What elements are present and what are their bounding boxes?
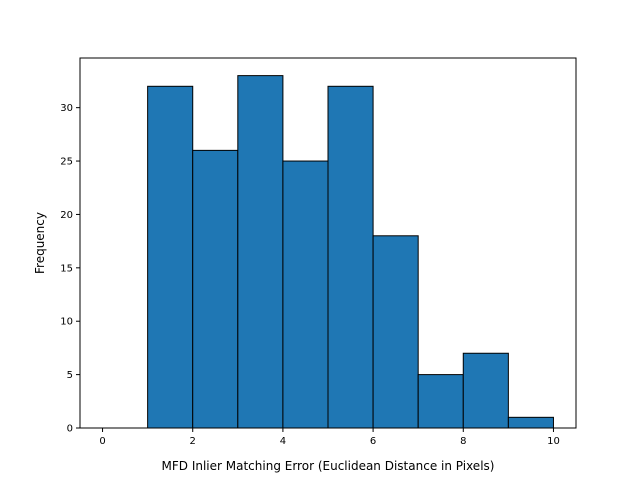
x-tick-label: 6	[370, 436, 376, 447]
y-tick-label: 25	[60, 157, 73, 168]
histogram-bar	[507, 416, 554, 429]
y-axis-label: Frequency	[33, 212, 47, 274]
x-tick-label: 0	[99, 436, 105, 447]
y-axis-ticks: 0 5 10 15 20 25 30	[60, 103, 80, 435]
x-tick-label: 4	[280, 436, 286, 447]
x-axis-ticks: 0 2 4 6 8 10	[99, 428, 560, 447]
y-tick-label: 10	[60, 317, 73, 328]
histogram-bar	[282, 160, 329, 429]
histogram-bar	[327, 85, 374, 429]
x-axis-label: MFD Inlier Matching Error (Euclidean Dis…	[162, 459, 495, 473]
histogram-bar	[462, 352, 509, 429]
y-tick-label: 15	[60, 263, 73, 274]
histogram-bar	[417, 374, 464, 429]
bars-group	[147, 75, 554, 429]
y-tick-label: 20	[60, 210, 73, 221]
y-tick-label: 5	[67, 370, 73, 381]
x-tick-label: 8	[460, 436, 466, 447]
histogram-bar	[372, 235, 419, 429]
plot-frame	[79, 57, 577, 429]
x-tick-label: 2	[190, 436, 196, 447]
y-tick-label: 30	[60, 103, 73, 114]
histogram-bar	[147, 85, 194, 429]
histogram-bar	[237, 75, 284, 429]
x-tick-label: 10	[547, 436, 560, 447]
y-tick-label: 0	[67, 424, 73, 435]
histogram-bar	[192, 149, 239, 429]
